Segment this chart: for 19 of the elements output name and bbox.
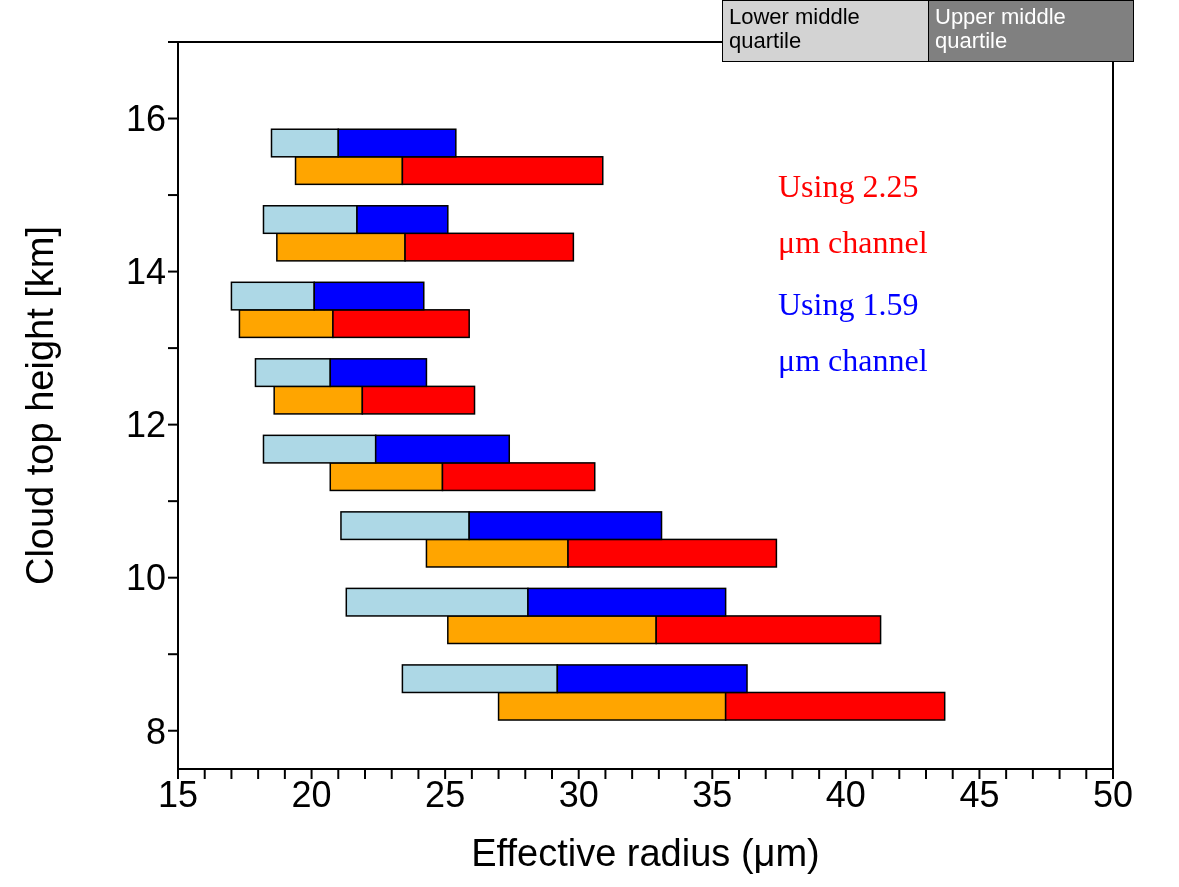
- text: Using 2.25 μm channel: [778, 167, 929, 262]
- label-box: Lower middle quartile: [723, 1, 928, 61]
- text: Using 1.59 μm channel: [778, 285, 929, 380]
- x-tick-label: 50: [1092, 773, 1134, 815]
- y-axis-title: Cloud top height [km]: [19, 225, 62, 586]
- y-tick-label: 12: [125, 404, 166, 446]
- x-axis-title: Effective radius (μm): [471, 832, 820, 874]
- x-tick-label: 15: [157, 773, 199, 815]
- x-tick-label: 35: [692, 773, 733, 815]
- y-tick-label: 14: [125, 251, 166, 293]
- label-box: Upper middle quartile: [928, 1, 1133, 61]
- x-tick-label: 20: [291, 773, 332, 815]
- y-tick-label: 16: [125, 98, 166, 140]
- y-tick-label: 8: [145, 710, 166, 752]
- y-tick-label: 10: [125, 557, 166, 599]
- x-tick-label: 25: [425, 773, 466, 815]
- x-tick-label: 30: [558, 773, 599, 815]
- x-tick-label: 45: [959, 773, 1000, 815]
- x-tick-label: 40: [825, 773, 866, 815]
